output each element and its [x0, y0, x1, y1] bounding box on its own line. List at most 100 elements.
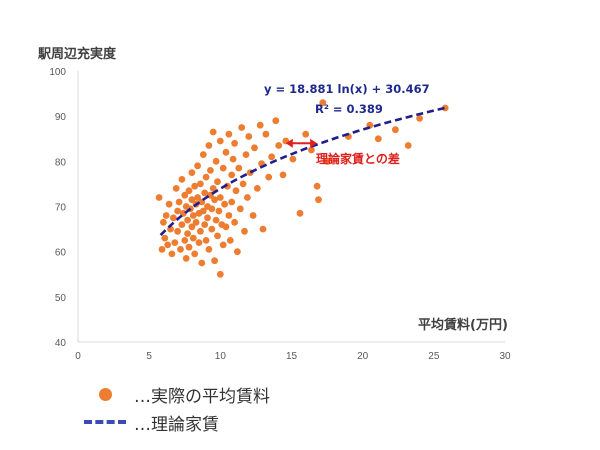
data-point: [232, 187, 240, 195]
legend-label-actual-rent: …実際の平均賃料: [134, 386, 270, 407]
data-point: [178, 176, 186, 183]
data-point: [242, 151, 250, 159]
orange-circle-marker-icon: [98, 387, 112, 401]
data-point: [181, 237, 189, 244]
data-point: [214, 232, 221, 240]
data-point: [191, 250, 199, 258]
data-point: [226, 237, 234, 244]
data-point: [209, 128, 217, 136]
data-point: [208, 205, 216, 213]
x-tick-label: 0: [75, 351, 81, 362]
data-point: [184, 230, 192, 238]
data-point: [184, 216, 192, 224]
data-point: [212, 216, 220, 224]
legend-label-theoretical-rent: …理論家賃: [134, 414, 219, 435]
data-point: [215, 207, 223, 215]
data-point: [234, 248, 241, 256]
y-axis-title: 駅周辺充実度: [37, 46, 117, 62]
data-point: [158, 246, 166, 253]
data-point: [236, 205, 244, 213]
y-tick-label: 60: [55, 248, 67, 259]
data-point: [195, 239, 203, 247]
data-point: [197, 227, 204, 235]
data-point: [192, 218, 200, 226]
data-point: [244, 194, 251, 201]
y-tick-label: 70: [55, 203, 67, 214]
data-point: [168, 250, 176, 258]
data-point: [208, 225, 216, 233]
data-point: [160, 218, 167, 226]
data-point: [308, 146, 315, 154]
data-point: [174, 207, 182, 215]
data-point: [205, 246, 213, 253]
data-point: [216, 194, 224, 201]
x-tick-label: 20: [357, 351, 369, 362]
y-tick-label: 90: [55, 112, 67, 123]
data-point: [289, 155, 297, 163]
data-point: [164, 241, 172, 249]
data-point: [315, 196, 322, 204]
data-point: [268, 153, 275, 161]
y-tick-label: 80: [55, 157, 67, 168]
data-point: [222, 148, 230, 156]
data-point: [272, 117, 280, 125]
data-point: [199, 151, 207, 159]
data-point: [182, 255, 190, 262]
data-point: [374, 135, 382, 143]
data-point: [238, 124, 246, 131]
legend-item-actual-rent: …実際の平均賃料: [80, 380, 270, 408]
data-point: [194, 162, 202, 170]
data-point: [249, 212, 257, 219]
data-point: [194, 194, 202, 201]
r-squared-label: R² = 0.389: [315, 102, 383, 116]
data-point: [216, 137, 224, 145]
data-point: [392, 126, 399, 134]
data-point: [188, 196, 196, 204]
data-point: [204, 214, 211, 222]
data-point: [441, 104, 449, 112]
x-tick-label: 5: [146, 351, 152, 362]
data-point: [185, 243, 193, 251]
data-point: [174, 227, 182, 235]
data-point: [201, 189, 209, 197]
data-point: [222, 223, 230, 231]
data-point: [229, 155, 237, 163]
y-tick-label: 100: [49, 67, 66, 78]
data-point: [155, 194, 163, 201]
x-tick-label: 10: [215, 351, 227, 362]
data-point: [178, 221, 186, 229]
data-point: [256, 121, 264, 129]
data-point: [170, 214, 177, 222]
data-point: [225, 212, 233, 219]
annotation-label: 理論家賃との差: [316, 151, 400, 166]
data-point: [161, 234, 169, 242]
arrowhead-left-icon: [285, 138, 293, 148]
data-point: [265, 173, 273, 181]
data-point: [231, 139, 239, 147]
data-point: [197, 180, 204, 188]
data-point: [245, 133, 253, 140]
data-point: [219, 241, 227, 249]
data-point: [201, 221, 209, 229]
data-point: [207, 167, 214, 174]
data-point: [162, 212, 170, 219]
data-point: [235, 164, 243, 172]
data-point: [188, 223, 196, 231]
plot-area: 40 50 60 70 80 90 100 0 5 10 15 20 25 30: [49, 67, 511, 362]
data-point: [416, 115, 423, 122]
y-tick-label: 40: [55, 338, 67, 349]
data-point: [185, 187, 193, 195]
x-tick-label: 30: [499, 351, 511, 362]
data-point: [165, 200, 173, 208]
data-point: [259, 225, 267, 233]
data-point: [202, 237, 210, 244]
data-point: [171, 239, 179, 247]
x-tick-label: 15: [286, 351, 298, 362]
data-point: [323, 157, 331, 165]
data-point: [175, 198, 183, 206]
trendline-equation: y = 18.881 ln(x) + 30.467: [264, 82, 430, 96]
blue-dashed-line-icon: [84, 420, 126, 424]
data-point: [275, 142, 283, 149]
data-point: [172, 185, 180, 192]
data-point: [228, 198, 236, 206]
